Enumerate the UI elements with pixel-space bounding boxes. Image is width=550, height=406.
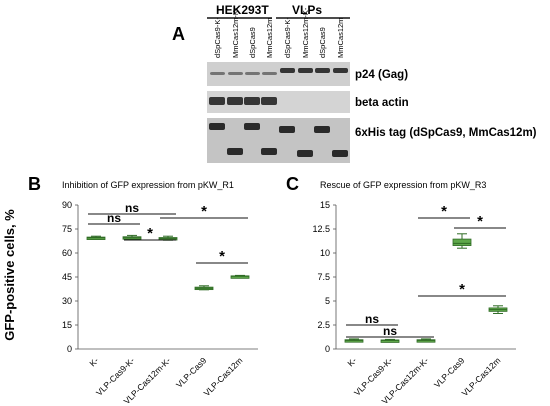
y-tick-label: 7.5: [317, 272, 330, 282]
y-tick-label: 2.5: [317, 320, 330, 330]
significance-label: *: [459, 281, 465, 298]
blot-band: [261, 148, 277, 155]
lane-label: MmCas12m: [336, 18, 345, 58]
blot-band: [209, 123, 225, 130]
blot-band: [228, 72, 243, 75]
blot-label-his-tag: 6xHis tag (dSpCas9, MmCas12m): [355, 127, 537, 139]
y-tick-label: 75: [62, 224, 72, 234]
significance-label: *: [147, 225, 153, 242]
box-K-: [86, 236, 106, 240]
panel-label-a: A: [172, 24, 185, 44]
significance-label: *: [201, 203, 207, 220]
significance-label: ns: [383, 324, 397, 338]
group-label-vlps: VLPs: [292, 3, 322, 17]
blot-band: [244, 97, 260, 105]
bands-p24: [210, 68, 348, 75]
lane-label: MmCas12m-K-: [301, 7, 310, 58]
lane-label: dSpCas9-K-: [213, 17, 222, 58]
blot-label-p24: p24 (Gag): [355, 69, 408, 81]
blot-band: [297, 150, 313, 157]
shared-y-axis-label: GFP-positive cells, %: [2, 209, 17, 341]
significance-label: *: [441, 203, 447, 220]
significance-label: ns: [365, 312, 379, 326]
chart-title-b: Inhibition of GFP expression from pKW_R1: [62, 180, 234, 190]
lane-label: MmCas12m-K-: [231, 7, 240, 58]
group-label-hek293t: HEK293T: [216, 3, 269, 17]
y-tick-label: 45: [62, 272, 72, 282]
blot-band: [227, 97, 243, 105]
blot-band: [261, 97, 277, 105]
box-VLP-Cas9: [452, 238, 472, 246]
lane-label: dSpCas9-K-: [283, 17, 292, 58]
blot-band: [209, 97, 225, 105]
y-tick-label: 10: [320, 248, 330, 258]
lane-label: dSpCas9: [318, 27, 327, 58]
x-tick-label: VLP-Cas9: [174, 355, 209, 390]
lane-label: dSpCas9: [248, 27, 257, 58]
y-tick-label: 15: [62, 320, 72, 330]
blot-band: [280, 68, 295, 73]
blot-band: [244, 123, 260, 130]
y-tick-label: 90: [62, 200, 72, 210]
bands-his: [209, 123, 348, 157]
y-tick-label: 15: [320, 200, 330, 210]
lane-label: MmCas12m: [265, 18, 274, 58]
significance-label: ns: [107, 211, 121, 225]
y-tick-label: 5: [325, 296, 330, 306]
bands-actin: [209, 97, 277, 105]
chart-c: 02.557.51012.515K-VLP-Cas9-K-VLP-Cas12m-…: [312, 200, 516, 406]
x-tick-label: VLP-Cas12m: [202, 355, 245, 398]
y-tick-label: 12.5: [312, 224, 330, 234]
y-tick-label: 0: [325, 344, 330, 354]
x-tick-label: K-: [345, 355, 358, 368]
blot-band: [227, 148, 243, 155]
blot-band: [314, 126, 330, 133]
significance-label: *: [477, 213, 483, 230]
blot-his-tag: [207, 118, 350, 163]
lane-labels: dSpCas9-K- MmCas12m-K-dSpCas9 MmCas12m dSpC…: [213, 7, 345, 58]
blot-band: [315, 68, 330, 73]
panel-label-c: C: [286, 174, 299, 194]
blot-label-beta-actin: beta actin: [355, 97, 409, 109]
significance-label: ns: [125, 201, 139, 215]
blot-band: [298, 68, 313, 73]
y-tick-label: 30: [62, 296, 72, 306]
x-tick-label: K-: [87, 355, 100, 368]
blot-band: [332, 150, 348, 157]
box-K-: [344, 339, 364, 343]
blot-band: [279, 126, 295, 133]
significance-label: *: [219, 248, 225, 265]
y-tick-label: 0: [67, 344, 72, 354]
chart-title-c: Rescue of GFP expression from pKW_R3: [320, 180, 486, 190]
blot-band: [210, 72, 225, 75]
x-tick-label: VLP-Cas9: [432, 355, 467, 390]
panel-label-b: B: [28, 174, 41, 194]
y-tick-label: 60: [62, 248, 72, 258]
box-VLP-Cas12m-K-: [416, 339, 436, 343]
blot-beta-actin: [207, 91, 350, 113]
blot-band: [333, 68, 348, 73]
blot-band: [262, 72, 277, 75]
blot-band: [245, 72, 260, 75]
x-tick-label: VLP-Cas12m: [460, 355, 503, 398]
